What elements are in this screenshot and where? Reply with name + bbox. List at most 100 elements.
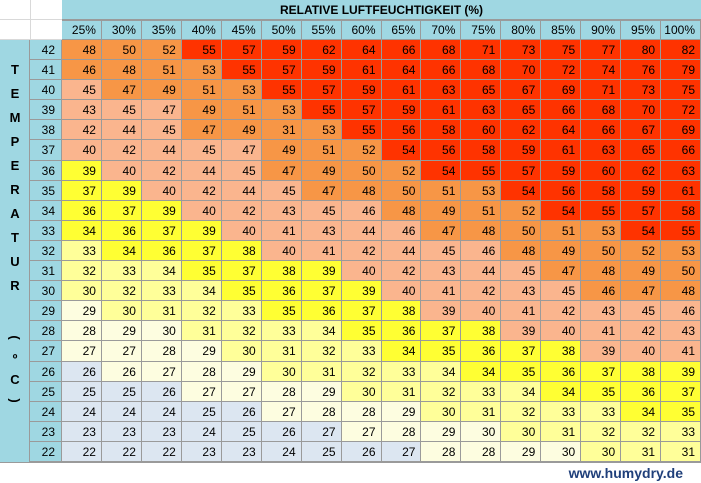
table-cell-value: 57 bbox=[301, 80, 342, 101]
column-header-humidity: 90% bbox=[581, 20, 622, 40]
table-cell-value: 64 bbox=[341, 40, 382, 61]
table-cell-value: 47 bbox=[301, 180, 342, 201]
table-cell-value: 49 bbox=[421, 200, 462, 221]
table-cell-value: 25 bbox=[62, 381, 102, 402]
column-header-humidity: 60% bbox=[341, 20, 382, 40]
table-cell-value: 51 bbox=[541, 220, 582, 241]
table-cell-value: 79 bbox=[661, 60, 701, 81]
table-cell-value: 68 bbox=[461, 60, 502, 81]
table-cell-value: 36 bbox=[101, 220, 142, 241]
table-cell-value: 29 bbox=[381, 401, 422, 422]
row-header-temperature: 26 bbox=[30, 361, 62, 382]
table-cell-value: 80 bbox=[621, 40, 662, 61]
table-cell-value: 45 bbox=[621, 301, 662, 322]
table-cell-value: 58 bbox=[461, 140, 502, 161]
table-cell-value: 39 bbox=[581, 341, 622, 362]
table-cell-value: 27 bbox=[341, 421, 382, 442]
table-cell-value: 34 bbox=[541, 381, 582, 402]
table-cell-value: 45 bbox=[301, 200, 342, 221]
table-cell-value: 30 bbox=[261, 361, 302, 382]
table-cell-value: 36 bbox=[461, 341, 502, 362]
table-cell-value: 56 bbox=[421, 140, 462, 161]
table-cell-value: 28 bbox=[301, 401, 342, 422]
column-header-humidity: 50% bbox=[261, 20, 302, 40]
table-cell-value: 27 bbox=[141, 361, 182, 382]
table-cell-value: 33 bbox=[62, 240, 102, 262]
row-header-temperature: 30 bbox=[30, 281, 62, 302]
table-cell-value: 22 bbox=[101, 441, 142, 462]
table-cell-value: 36 bbox=[541, 361, 582, 382]
table-cell-value: 37 bbox=[301, 281, 342, 302]
table-cell-value: 68 bbox=[581, 100, 622, 121]
table-cell-value: 52 bbox=[141, 40, 182, 61]
table-cell-value: 24 bbox=[141, 401, 182, 422]
table-cell-value: 32 bbox=[421, 381, 462, 402]
column-header-humidity: 100% bbox=[661, 20, 701, 40]
table-cell-value: 50 bbox=[661, 261, 701, 282]
table-cell-value: 40 bbox=[261, 240, 302, 262]
table-cell-value: 26 bbox=[62, 361, 102, 382]
table-cell-value: 38 bbox=[381, 301, 422, 322]
table-cell-value: 33 bbox=[661, 421, 701, 442]
table-cell-value: 26 bbox=[221, 401, 262, 422]
table-cell-value: 61 bbox=[381, 80, 422, 101]
table-cell-value: 46 bbox=[461, 240, 502, 262]
table-cell-value: 50 bbox=[381, 180, 422, 201]
side-label-char: T bbox=[11, 230, 19, 245]
side-label-char: º bbox=[12, 351, 18, 366]
table-cell-value: 31 bbox=[541, 421, 582, 442]
table-cell-value: 23 bbox=[221, 441, 262, 462]
column-header-humidity: 80% bbox=[501, 20, 542, 40]
table-cell-value: 33 bbox=[461, 381, 502, 402]
table-cell-value: 55 bbox=[181, 40, 222, 61]
side-label-char: U bbox=[10, 254, 20, 269]
table-cell-value: 39 bbox=[141, 200, 182, 221]
table-cell-value: 31 bbox=[381, 381, 422, 402]
table-cell-value: 53 bbox=[221, 80, 262, 101]
table-cell-value: 31 bbox=[261, 341, 302, 362]
table-cell-value: 48 bbox=[62, 40, 102, 61]
table-cell-value: 34 bbox=[381, 341, 422, 362]
table-cell-value: 63 bbox=[661, 160, 701, 181]
table-cell-value: 59 bbox=[341, 80, 382, 101]
table-cell-value: 28 bbox=[341, 401, 382, 422]
table-cell-value: 36 bbox=[141, 240, 182, 262]
table-cell-value: 29 bbox=[501, 441, 542, 462]
table-cell-value: 32 bbox=[221, 321, 262, 342]
table-cell-value: 35 bbox=[501, 361, 542, 382]
table-cell-value: 40 bbox=[341, 261, 382, 282]
column-header-humidity: 30% bbox=[101, 20, 142, 40]
table-cell-value: 40 bbox=[101, 160, 142, 181]
table-cell-value: 43 bbox=[261, 200, 302, 221]
footer-url[interactable]: www.humydry.de bbox=[568, 465, 683, 481]
table-cell-value: 31 bbox=[301, 361, 342, 382]
table-cell-value: 24 bbox=[261, 441, 302, 462]
row-header-temperature: 24 bbox=[30, 401, 62, 422]
table-cell-value: 25 bbox=[101, 381, 142, 402]
table-cell-value: 39 bbox=[421, 301, 462, 322]
table-cell-value: 28 bbox=[421, 441, 462, 462]
table-cell-value: 52 bbox=[381, 160, 422, 181]
table-cell-value: 47 bbox=[181, 120, 222, 141]
row-header-temperature: 33 bbox=[30, 220, 62, 241]
table-cell-value: 59 bbox=[261, 40, 302, 61]
corner-gridline bbox=[0, 19, 62, 20]
table-cell-value: 25 bbox=[221, 421, 262, 442]
table-cell-value: 47 bbox=[141, 100, 182, 121]
table-cell-value: 75 bbox=[661, 80, 701, 101]
table-cell-value: 27 bbox=[221, 381, 262, 402]
table-cell-value: 39 bbox=[62, 160, 102, 181]
column-header-humidity: 35% bbox=[141, 20, 182, 40]
table-cell-value: 50 bbox=[341, 160, 382, 181]
row-header-temperature: 25 bbox=[30, 381, 62, 402]
table-cell-value: 34 bbox=[62, 220, 102, 241]
table-cell-value: 41 bbox=[661, 341, 701, 362]
table-cell-value: 30 bbox=[101, 301, 142, 322]
table-cell-value: 40 bbox=[621, 341, 662, 362]
table-cell-value: 35 bbox=[421, 341, 462, 362]
table-cell-value: 44 bbox=[461, 261, 502, 282]
table-cell-value: 23 bbox=[101, 421, 142, 442]
table-cell-value: 42 bbox=[221, 200, 262, 221]
table-cell-value: 77 bbox=[581, 40, 622, 61]
